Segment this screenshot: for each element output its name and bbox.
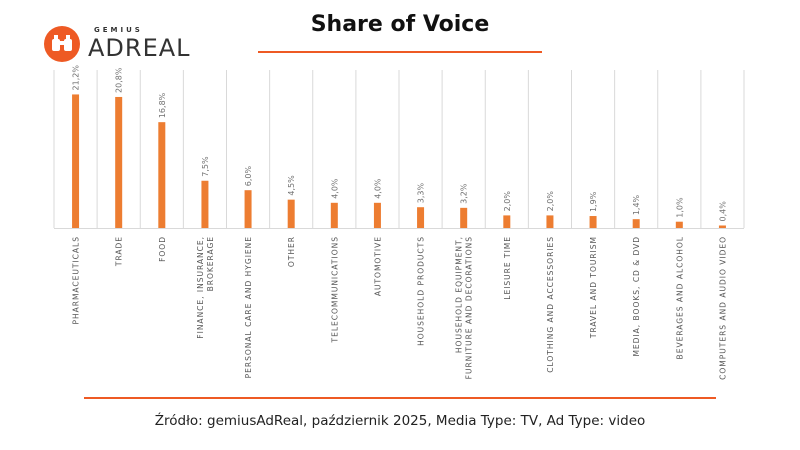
- data-label: 6,0%: [244, 165, 253, 186]
- category-label: HOUSEHOLD EQUIPMENT,: [455, 236, 464, 353]
- logo-gemius-text: GEMIUS: [94, 26, 143, 34]
- data-label: 20,8%: [115, 67, 124, 93]
- bar: [589, 216, 597, 228]
- bar: [330, 202, 338, 228]
- data-label: 3,3%: [417, 182, 426, 203]
- data-label: 4,0%: [373, 178, 382, 199]
- source-note: Źródło: gemiusAdReal, październik 2025, …: [154, 413, 646, 429]
- bar: [546, 215, 554, 228]
- data-label: 1,4%: [632, 194, 641, 215]
- bar: [158, 122, 166, 228]
- bar: [72, 94, 80, 228]
- data-label: 2,0%: [546, 191, 555, 212]
- data-label: 1,0%: [675, 197, 684, 218]
- category-label: MEDIA, BOOKS, CD & DVD: [632, 236, 641, 357]
- category-label: PHARMACEUTICALS: [72, 236, 81, 325]
- category-label: HOUSEHOLD PRODUCTS: [417, 236, 426, 346]
- logo-adreal-text: ADREAL: [88, 34, 191, 62]
- category-label: TELECOMMUNICATIONS: [330, 236, 339, 343]
- chart-title: Share of Voice: [310, 12, 490, 37]
- category-label: FURNITURE AND DECORATIONS: [465, 236, 474, 379]
- data-label: 0,4%: [718, 201, 727, 222]
- footer-divider: [84, 397, 716, 399]
- data-label: 2,0%: [503, 191, 512, 212]
- category-label: PERSONAL CARE AND HYGIENE: [244, 236, 253, 378]
- category-label: COMPUTERS AND AUDIO VIDEO: [718, 236, 727, 380]
- category-label: AUTOMOTIVE: [373, 236, 382, 296]
- bar: [503, 215, 511, 228]
- title-underline: [258, 51, 542, 53]
- category-label: BEVERAGES AND ALCOHOL: [675, 236, 684, 359]
- category-label: TRAVEL AND TOURISM: [589, 236, 598, 339]
- bar: [201, 180, 209, 228]
- category-label: BROKERAGE: [206, 236, 215, 291]
- data-label: 3,2%: [460, 183, 469, 204]
- bar: [460, 207, 468, 228]
- bar: [115, 96, 123, 229]
- data-label: 4,0%: [330, 178, 339, 199]
- category-label: TRADE: [115, 236, 124, 267]
- category-label: CLOTHING AND ACCESSORIES: [546, 236, 555, 373]
- data-label: 16,8%: [158, 92, 167, 118]
- gemius-adreal-logo: GEMIUS ADREAL: [44, 22, 204, 66]
- bar: [244, 190, 252, 228]
- binoculars-icon: [44, 26, 80, 62]
- bar: [718, 225, 726, 228]
- bar: [632, 219, 640, 228]
- bar: [417, 207, 425, 228]
- bar: [675, 221, 683, 228]
- data-label: 21,2%: [72, 65, 81, 91]
- bar: [373, 202, 381, 228]
- bar: [287, 199, 295, 228]
- data-label: 4,5%: [287, 175, 296, 196]
- category-label: FOOD: [158, 236, 167, 262]
- data-label: 7,5%: [201, 156, 210, 177]
- data-label: 1,9%: [589, 191, 598, 212]
- category-label: OTHER: [287, 236, 296, 267]
- category-label: LEISURE TIME: [503, 236, 512, 300]
- category-label: FINANCE, INSURANCE,: [196, 236, 205, 339]
